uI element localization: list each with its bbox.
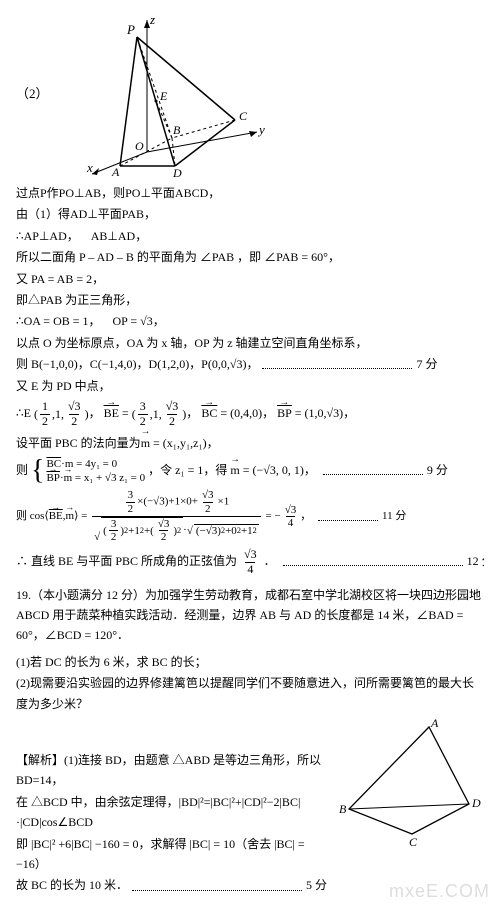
question-label: （2） <box>16 83 49 105</box>
scored-line: ∴ 直线 BE 与平面 PBC 所成角的正弦值为 √34 ． 12 分 <box>16 548 484 577</box>
text-line: ∴OA = OB = 1， OP = √3， <box>16 311 484 331</box>
question-19: 19.（本小题满分 12 分）为加强学生劳动教育，成都石室中学北湖校区将一块四边… <box>16 585 484 646</box>
text-line: ∴AP⊥AD， AB⊥AD， <box>16 226 484 246</box>
svg-text:D: D <box>172 166 182 177</box>
svg-text:y: y <box>257 122 265 137</box>
svg-text:z: z <box>149 12 155 27</box>
svg-text:A: A <box>111 165 120 177</box>
question-19-1: (1)若 DC 的长为 6 米，求 BC 的长； <box>16 652 484 672</box>
pyramid-figure: P z x y O A B C D E <box>57 12 267 177</box>
text-line: 以点 O 为坐标原点，OA 为 x 轴，OP 为 z 轴建立空间直角坐标系， <box>16 333 484 353</box>
math-line: ∴E (12,1,√32)， BE = (32,1,√32)， BC = (0,… <box>16 400 484 429</box>
scored-line: 则 cos⟨BE,m⟩ = 32×(−√3)+1×0+√32×1 √(32)2+… <box>16 489 484 544</box>
svg-text:C: C <box>409 835 418 849</box>
svg-text:C: C <box>239 109 248 123</box>
svg-text:B: B <box>173 123 181 137</box>
scored-line: 则 B(−1,0,0)，C(−1,4,0)，D(1,2,0)，P(0,0,√3)… <box>16 354 484 374</box>
text-line: 所以二面角 P – AD – B 的平面角为 ∠PAB ，即 ∠PAB = 60… <box>16 247 484 267</box>
text-line: 设平面 PBC 的法向量为m = (x₁,y₁,z₁)， <box>16 433 484 453</box>
text-line: 即△PAB 为正三角形， <box>16 290 484 310</box>
quadrilateral-figure: A B C D <box>334 719 484 849</box>
svg-text:P: P <box>126 22 135 37</box>
svg-text:B: B <box>339 802 347 816</box>
text-line: 过点P作PO⊥AB，则PO⊥平面ABCD， <box>16 183 484 203</box>
scored-line: 则 { BC·m = 4y₁ = 0 BP·m = x₁ + √3 z₁ = 0… <box>16 457 484 486</box>
text-line: 由（1）得AD⊥平面PAB， <box>16 204 484 224</box>
svg-text:D: D <box>471 796 481 810</box>
svg-text:E: E <box>159 89 168 103</box>
text-line: 又 PA = AB = 2， <box>16 269 484 289</box>
svg-text:A: A <box>430 719 439 730</box>
question-19-2: (2)现需要沿实验园的边界修建篱笆以提醒同学们不要随意进入，问所需要篱笆的最大长… <box>16 673 484 714</box>
text-line: 又 E 为 PD 中点， <box>16 376 484 396</box>
svg-text:x: x <box>86 160 93 175</box>
svg-text:O: O <box>135 139 144 153</box>
scored-line: 故 BC 的长为 10 米．5 分 <box>16 875 484 895</box>
